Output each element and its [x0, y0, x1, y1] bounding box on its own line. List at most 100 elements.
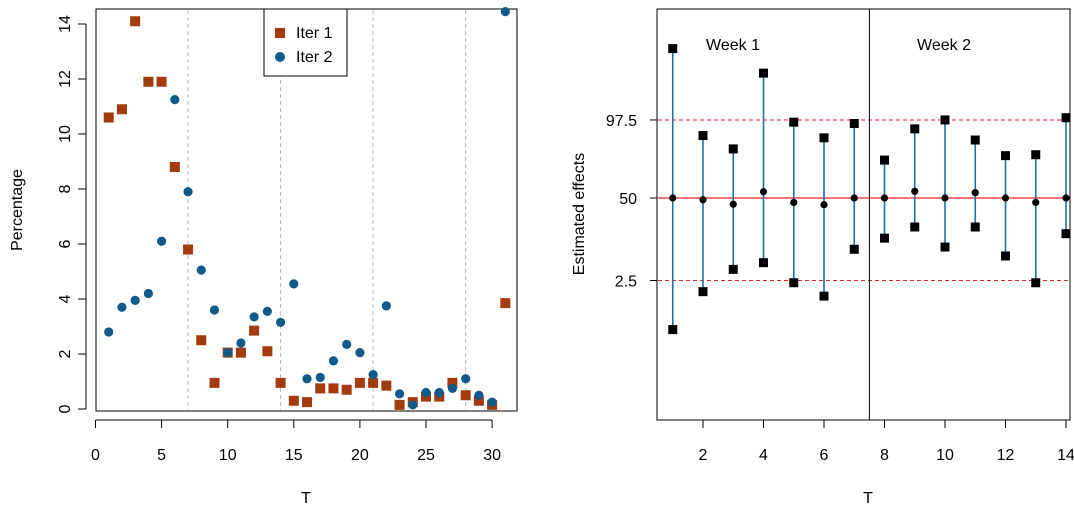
interval-median-point-7: [850, 194, 858, 202]
iter-2-point-24: [408, 400, 418, 410]
iter-1-point-9: [209, 377, 220, 388]
iter-1-point-20: [354, 377, 365, 388]
interval-upper-marker-4: [759, 68, 768, 78]
iter-1-point-14: [275, 377, 286, 388]
iter-2-point-17: [315, 372, 325, 382]
interval-median-point-11: [971, 189, 979, 197]
interval-lower-marker-12: [1001, 251, 1010, 261]
interval-median-point-13: [1032, 198, 1040, 207]
right-x-axis-label: T: [863, 490, 873, 507]
interval-upper-marker-13: [1031, 150, 1041, 160]
left-y-tick-label-4: 8: [57, 184, 74, 193]
interval-upper-marker-2: [698, 131, 708, 141]
left-y-tick-label-3: 6: [57, 239, 74, 248]
iter-2-point-13: [262, 306, 272, 316]
interval-lower-marker-5: [789, 278, 799, 288]
iter-1-point-7: [183, 244, 194, 255]
iter-2-point-1: [104, 327, 114, 337]
iter-2-point-11: [236, 338, 246, 348]
interval-lower-marker-13: [1031, 278, 1041, 288]
left-data-points: [103, 7, 511, 410]
interval-median-point-6: [820, 201, 828, 209]
iter-2-point-26: [434, 387, 444, 398]
iter-1-point-15: [288, 395, 299, 406]
interval-upper-marker-6: [819, 133, 829, 143]
interval-lower-marker-9: [910, 222, 920, 232]
interval-lower-marker-1: [668, 325, 678, 335]
iter-1-point-31: [500, 298, 511, 309]
iter-1-point-16: [302, 397, 313, 408]
iter-1-point-3: [130, 16, 141, 27]
interval-median-point-2: [699, 196, 707, 204]
interval-median-point-12: [1001, 194, 1010, 202]
left-x-tick-label-3: 15: [285, 447, 303, 464]
interval-median-point-5: [790, 198, 798, 207]
interval-lower-marker-4: [759, 258, 768, 268]
left-y-tick-label-0: 0: [57, 404, 74, 413]
iter-1-point-23: [394, 399, 405, 410]
iter-1-point-1: [103, 112, 114, 123]
iter-2-point-28: [461, 374, 471, 384]
iter-2-point-7: [183, 187, 193, 197]
interval-median-point-8: [880, 194, 889, 202]
right-y-axis-label: Estimated effects: [571, 153, 588, 275]
iter-1-point-12: [249, 325, 260, 336]
interval-lower-marker-10: [940, 242, 950, 252]
iter-2-point-12: [249, 312, 259, 322]
iter-1-point-18: [328, 383, 339, 394]
right-x-tick-label-3: 8: [880, 447, 889, 464]
interval-median-point-4: [759, 188, 768, 196]
iter-1-point-8: [196, 335, 207, 346]
interval-upper-marker-10: [940, 115, 950, 125]
interval-upper-marker-12: [1001, 151, 1010, 161]
legend-label-iter-1: Iter 1: [296, 25, 333, 42]
right-y-tick-label-2: 97.5: [606, 113, 637, 130]
legend-marker-iter-2: [275, 52, 285, 62]
iter-1-point-28: [460, 390, 471, 401]
left-x-tick-label-5: 25: [417, 447, 435, 464]
iter-2-point-14: [275, 317, 286, 327]
interval-lower-marker-11: [970, 222, 980, 232]
iter-1-point-19: [341, 384, 352, 395]
iter-1-point-17: [315, 383, 326, 394]
interval-median-point-1: [669, 194, 677, 202]
iter-2-point-15: [289, 279, 299, 289]
interval-lower-marker-2: [698, 287, 708, 297]
iter-2-point-18: [328, 356, 339, 366]
right-plot-area: [656, 8, 1071, 421]
iter-2-point-5: [157, 236, 167, 246]
interval-median-point-3: [729, 200, 737, 208]
interval-upper-marker-9: [910, 124, 920, 134]
interval-upper-marker-14: [1061, 113, 1071, 123]
iter-2-point-10: [223, 348, 233, 358]
iter-2-point-27: [447, 383, 458, 393]
interval-upper-marker-11: [970, 135, 980, 145]
interval-median-point-14: [1062, 194, 1070, 202]
left-x-tick-label-4: 20: [351, 447, 369, 464]
iter-1-point-5: [156, 76, 167, 87]
left-reference-vlines: [187, 10, 467, 410]
interval-upper-marker-5: [789, 117, 799, 127]
right-x-tick-label-5: 12: [997, 447, 1015, 464]
right-x-tick-label-6: 14: [1057, 447, 1074, 464]
iter-2-point-22: [381, 301, 391, 311]
interval-lower-marker-7: [849, 244, 859, 254]
iter-2-point-3: [130, 295, 140, 305]
iter-1-point-2: [116, 104, 127, 115]
right-x-tick-label-2: 6: [820, 447, 829, 464]
left-y-tick-label-5: 10: [57, 125, 74, 143]
interval-median-point-9: [911, 187, 919, 195]
iter-2-point-9: [209, 305, 220, 315]
interval-upper-marker-7: [849, 119, 859, 129]
left-axes: 0 5 10 15 20 25 30 0 2 4 6 8 10 12 14: [57, 15, 501, 464]
left-x-tick-label-2: 10: [219, 447, 237, 464]
interval-lower-marker-14: [1061, 229, 1071, 239]
right-y-tick-label-0: 2.5: [615, 274, 637, 291]
interval-lower-marker-8: [880, 233, 889, 243]
iter-1-point-22: [381, 380, 392, 391]
right-axes: 2 4 6 8 10 12 14 2.5 50 97.5: [606, 113, 1074, 464]
iter-2-point-29: [474, 390, 484, 400]
iter-2-point-6: [170, 95, 180, 105]
interval-median-point-10: [941, 194, 949, 202]
legend-marker-iter-1: [275, 28, 285, 38]
